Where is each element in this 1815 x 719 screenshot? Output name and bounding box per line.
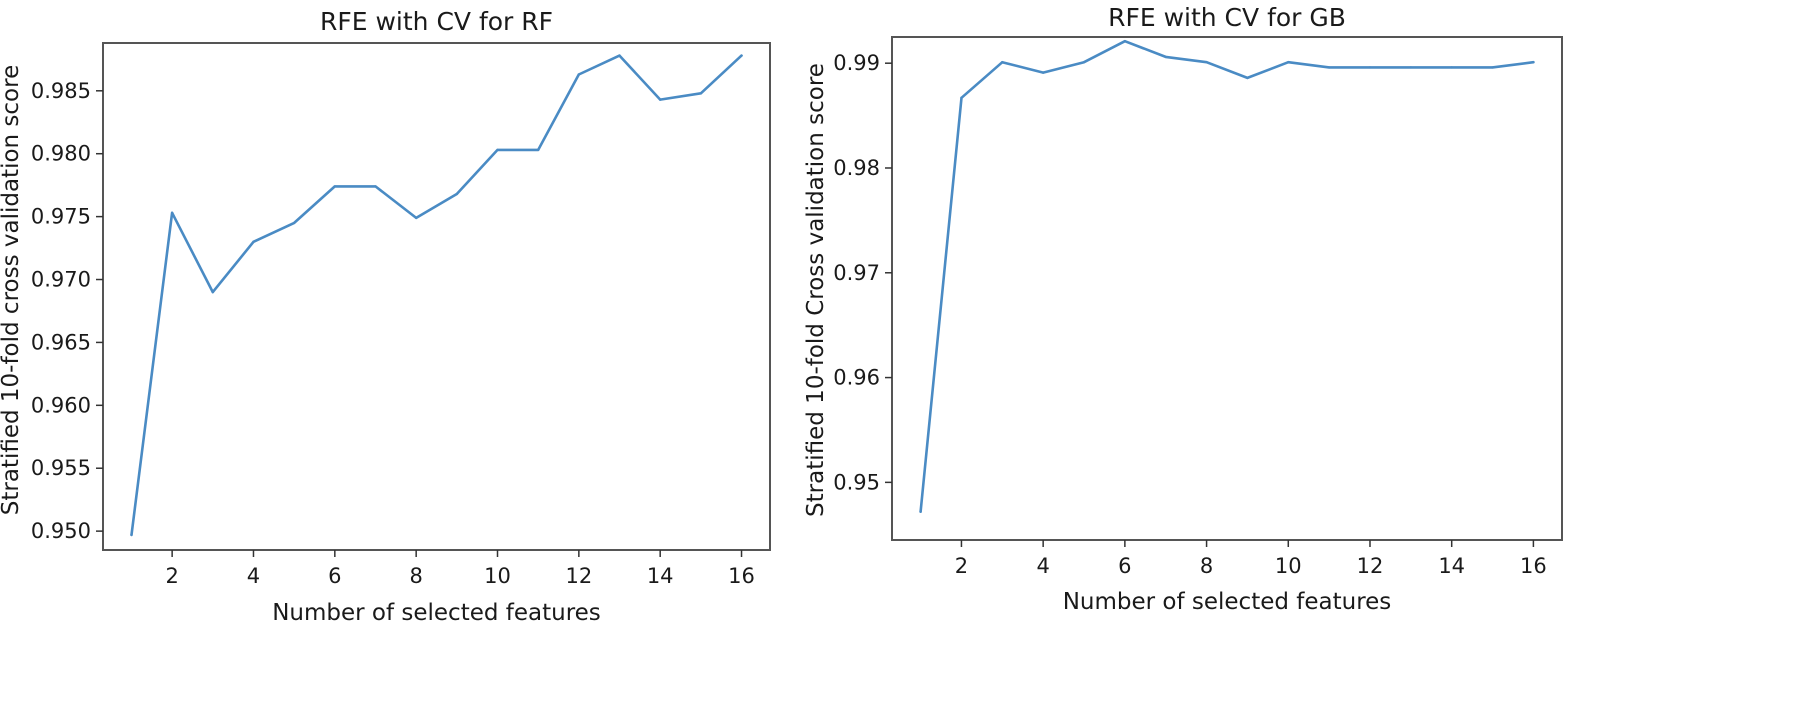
- data-point: [960, 96, 963, 99]
- y-axis-label: Stratified 10-fold cross validation scor…: [0, 65, 24, 515]
- y-tick-label: 0.99: [833, 51, 880, 75]
- plot-frame: [102, 42, 771, 551]
- x-tick-label: 4: [1036, 554, 1049, 578]
- data-point: [1041, 71, 1045, 74]
- x-tick-label: 14: [647, 564, 674, 588]
- x-tick-label: 6: [328, 564, 341, 588]
- data-point: [1082, 60, 1086, 64]
- x-tick-label: 12: [565, 564, 592, 588]
- data-point: [577, 73, 581, 76]
- data-point: [496, 148, 499, 152]
- data-point: [455, 192, 459, 196]
- data-point: [1368, 66, 1372, 69]
- data-point: [333, 185, 337, 188]
- y-tick-label: 0.96: [833, 366, 880, 390]
- data-point: [1287, 60, 1290, 64]
- data-point: [170, 211, 174, 215]
- y-axis-label: Stratified 10-fold Cross validation scor…: [803, 63, 829, 517]
- data-point: [1532, 60, 1535, 64]
- data-point: [1164, 55, 1167, 59]
- data-point: [919, 510, 922, 513]
- data-point: [699, 92, 703, 95]
- y-tick-label: 0.955: [31, 456, 91, 480]
- data-point: [536, 148, 540, 152]
- y-tick-label: 0.950: [31, 519, 91, 543]
- data-point: [1123, 39, 1127, 43]
- data-point: [211, 290, 215, 294]
- chart-rf: RFE with CV for RF 2 4 6 8 10 12 14 16 0.950 0.955…: [0, 7, 771, 626]
- data-point: [374, 185, 377, 188]
- y-tick-label: 0.98: [833, 156, 880, 180]
- chart-gb: RFE with CV for GB 2 4 6 8 10 12 14 16 0.95 0.96 0.…: [803, 3, 1563, 615]
- data-point: [1205, 60, 1208, 64]
- y-tick-label: 0.970: [31, 268, 91, 292]
- y-tick-label: 0.985: [31, 79, 91, 103]
- x-tick-label: 8: [1200, 554, 1213, 578]
- x-axis-label: Number of selected features: [272, 600, 601, 626]
- data-point: [292, 221, 296, 225]
- data-point: [1450, 66, 1453, 69]
- data-point: [1409, 66, 1413, 69]
- data-point: [130, 533, 133, 537]
- x-tick-label: 2: [955, 554, 968, 578]
- series-line: [130, 54, 743, 537]
- y-tick-label: 0.97: [833, 261, 880, 285]
- data-point: [1327, 66, 1331, 69]
- data-point: [1491, 66, 1494, 69]
- x-tick-label: 10: [484, 564, 511, 588]
- y-tick-label: 0.965: [31, 330, 91, 354]
- data-point: [618, 54, 621, 57]
- x-tick-label: 16: [1520, 554, 1547, 578]
- plot-frame: [891, 36, 1563, 541]
- x-tick-label: 6: [1118, 554, 1131, 578]
- x-tick-label: 12: [1357, 554, 1384, 578]
- series-line: [919, 39, 1535, 514]
- y-tick-label: 0.960: [31, 393, 91, 417]
- y-tick-label: 0.975: [31, 205, 91, 229]
- data-point: [1246, 76, 1249, 80]
- x-tick-label: 10: [1275, 554, 1302, 578]
- data-point: [252, 240, 255, 243]
- data-point: [414, 216, 418, 220]
- data-point: [658, 98, 662, 101]
- x-tick-label: 2: [165, 564, 178, 588]
- y-tick-label: 0.95: [833, 470, 880, 494]
- y-tick-label: 0.980: [31, 142, 91, 166]
- x-tick-label: 8: [409, 564, 422, 588]
- data-point: [740, 54, 743, 57]
- chart-title: RFE with CV for RF: [320, 7, 553, 36]
- x-tick-label: 14: [1438, 554, 1465, 578]
- data-point: [1001, 60, 1004, 64]
- x-tick-label: 4: [247, 564, 260, 588]
- x-tick-label: 16: [728, 564, 755, 588]
- x-axis-label: Number of selected features: [1063, 589, 1392, 615]
- chart-title: RFE with CV for GB: [1108, 3, 1346, 32]
